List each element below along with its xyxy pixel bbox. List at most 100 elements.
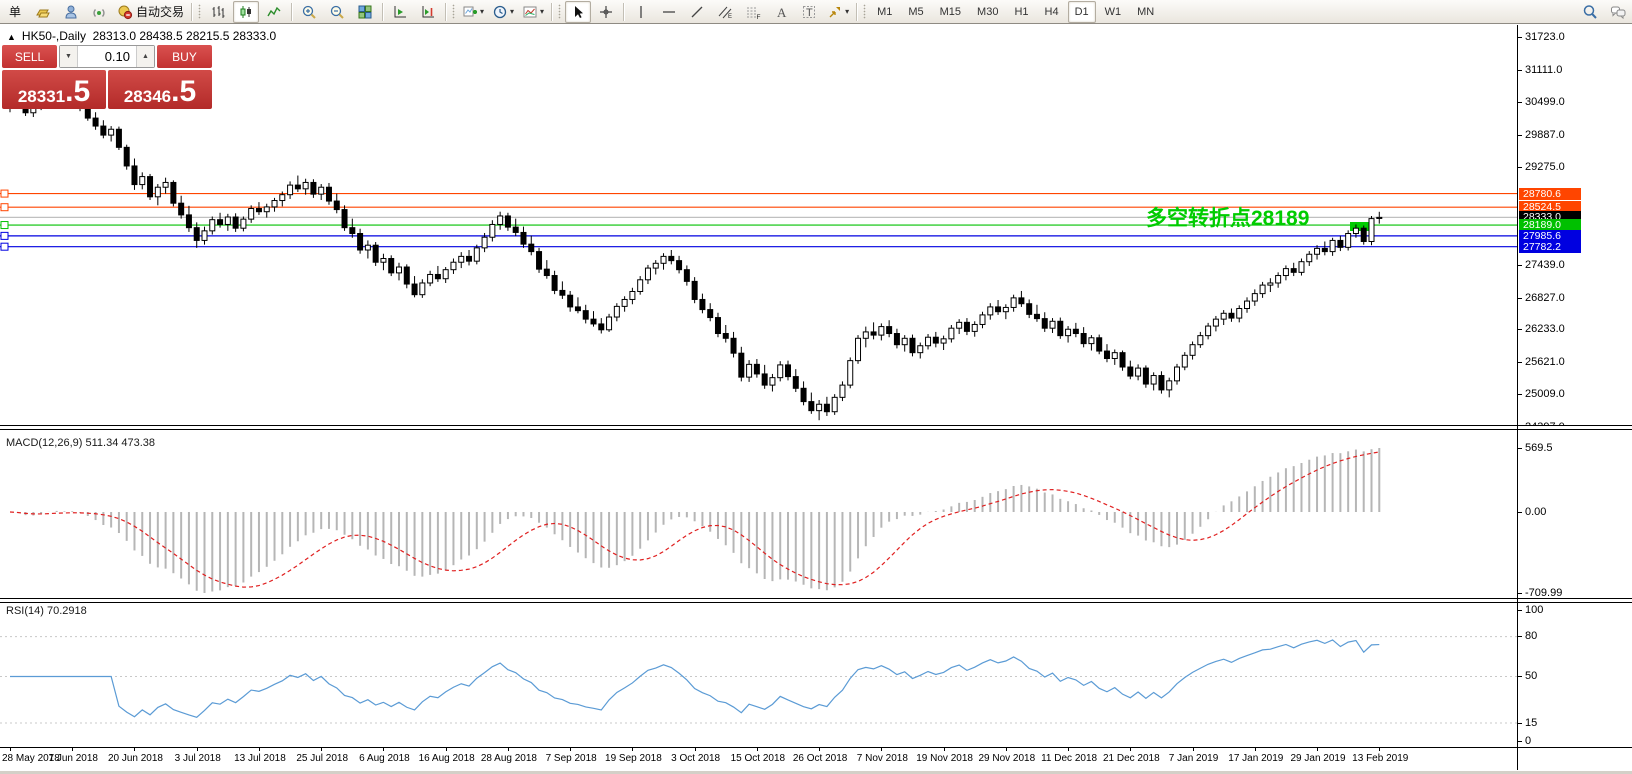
toolbar-separator [191, 2, 193, 21]
templates-button[interactable]: ▾ [519, 1, 547, 23]
collapse-panel-icon[interactable]: ▲ [7, 32, 16, 42]
price-level-chip: 27985.6 [1519, 229, 1581, 242]
axis-tick-mark [1518, 264, 1522, 266]
axis-tick-mark [1518, 37, 1522, 39]
order-button[interactable]: 单 [8, 5, 21, 19]
axis-tick-mark [1518, 723, 1522, 724]
panel-splitter-rsi[interactable] [0, 598, 1632, 603]
periods-button[interactable]: ▾ [489, 1, 517, 23]
candle-body [785, 364, 791, 378]
candle-body [1158, 375, 1165, 391]
candle-body [411, 283, 418, 296]
rsi-indicator-panel[interactable] [0, 602, 1517, 747]
volume-decrease-button[interactable]: ▼ [60, 46, 78, 67]
indicators-button[interactable]: ▾ [459, 1, 487, 23]
crosshair-button[interactable] [593, 1, 619, 23]
gold-icon [36, 9, 50, 17]
search-icon [1583, 4, 1597, 19]
date-tick-label: 19 Nov 2018 [916, 753, 973, 764]
candle-body [162, 181, 169, 188]
toolbar-separator [291, 2, 293, 21]
zoom-out-button[interactable] [324, 1, 350, 23]
textlabel-button[interactable]: T [796, 1, 822, 23]
candle-body [217, 219, 224, 225]
timeframe-d1[interactable]: D1 [1067, 0, 1096, 23]
chart-shift-button[interactable] [415, 1, 441, 23]
price-tick-label: 100 [1525, 604, 1544, 616]
panel-splitter-macd[interactable] [0, 425, 1632, 430]
chat-icon [1611, 6, 1626, 19]
main-price-chart[interactable]: 多空转折点28189 [0, 25, 1517, 425]
axis-tick-mark [1518, 636, 1522, 637]
date-tick-label: 7 Jan 2019 [1168, 753, 1219, 764]
sell-button[interactable]: SELL [2, 45, 57, 68]
candle-body [255, 208, 262, 213]
autotrading-button[interactable]: 自动交易 [114, 1, 187, 23]
dropdown-arrow-icon[interactable]: ▾ [845, 7, 850, 16]
candle-body [1314, 247, 1321, 255]
volume-input[interactable]: 0.10 [104, 49, 130, 64]
candle-body [154, 186, 161, 198]
svg-text:T: T [806, 7, 813, 19]
candle-body [777, 364, 784, 379]
candle-body [730, 337, 737, 354]
chart-candles-button[interactable] [233, 0, 260, 23]
date-tick-mark [1192, 748, 1194, 751]
date-tick-label: 13 Feb 2019 [1352, 753, 1409, 764]
candle-body [147, 176, 154, 198]
fibonacci-button[interactable]: F [740, 1, 766, 23]
price-tick-label: 0.00 [1525, 506, 1547, 518]
timeframe-m15[interactable]: M15 [939, 5, 962, 18]
candle-body [380, 258, 387, 263]
zoom-in-button[interactable] [296, 1, 322, 23]
date-tick-label: 7 Sep 2018 [545, 753, 597, 764]
candle-body [357, 233, 364, 251]
date-tick-mark [881, 748, 883, 751]
price-axis[interactable]: 31723.0 31111.0 30499.0 29887.0 29275.0 27439… [1518, 25, 1632, 770]
timeframe-m5[interactable]: M5 [908, 5, 924, 18]
candle-body [816, 403, 823, 412]
candle-body [1205, 325, 1212, 337]
cursor-button[interactable] [565, 0, 592, 23]
toolbar-separator [551, 2, 553, 21]
timeframe-h4[interactable]: H4 [1044, 5, 1059, 18]
candle-body [683, 269, 690, 282]
vline-button[interactable] [628, 1, 654, 23]
hline-button[interactable] [656, 1, 682, 23]
timeframe-m1[interactable]: M1 [877, 5, 893, 18]
gold-button[interactable] [30, 1, 56, 23]
channel-button[interactable]: E [712, 1, 738, 23]
macd-indicator-panel[interactable] [0, 430, 1517, 598]
buy-price-block[interactable]: 28346.5 [108, 70, 212, 109]
arrows-button[interactable]: ▾ [824, 1, 852, 23]
candle-body [123, 146, 130, 167]
volume-increase-button[interactable]: ▲ [136, 46, 154, 67]
text-button[interactable]: A [768, 1, 794, 23]
dropdown-arrow-icon[interactable]: ▾ [540, 7, 545, 16]
candle-body [769, 377, 776, 386]
timeframe-w1[interactable]: W1 [1104, 5, 1122, 18]
sell-price-block[interactable]: 28331.5 [2, 70, 106, 109]
buy-button[interactable]: BUY [157, 45, 212, 68]
dropdown-arrow-icon[interactable]: ▾ [480, 7, 485, 16]
timeframe-m30[interactable]: M30 [977, 5, 999, 18]
signals-button[interactable] [86, 1, 112, 23]
timeframe-mn[interactable]: MN [1137, 5, 1155, 18]
date-tick-label: 29 Nov 2018 [978, 753, 1036, 764]
timeframe-h1[interactable]: H1 [1014, 5, 1029, 18]
tile-windows-button[interactable] [352, 1, 378, 23]
chat-button[interactable] [1605, 1, 1631, 23]
chart-bars-button[interactable] [205, 1, 231, 23]
chart-line-button[interactable] [261, 1, 287, 23]
search-button[interactable] [1577, 1, 1603, 23]
candle-body [504, 215, 511, 228]
dropdown-arrow-icon[interactable]: ▾ [510, 7, 515, 16]
candle-body [831, 396, 838, 413]
candle-body [279, 194, 286, 202]
candle-body [1072, 328, 1079, 335]
date-tick-mark [943, 748, 945, 751]
autoscroll-button[interactable] [387, 1, 413, 23]
trendline-button[interactable] [684, 1, 710, 23]
community-button[interactable] [58, 1, 84, 23]
date-axis[interactable]: 28 May 2018 7 Jun 2018 20 Jun 2018 3 Jul 20… [0, 747, 1632, 771]
